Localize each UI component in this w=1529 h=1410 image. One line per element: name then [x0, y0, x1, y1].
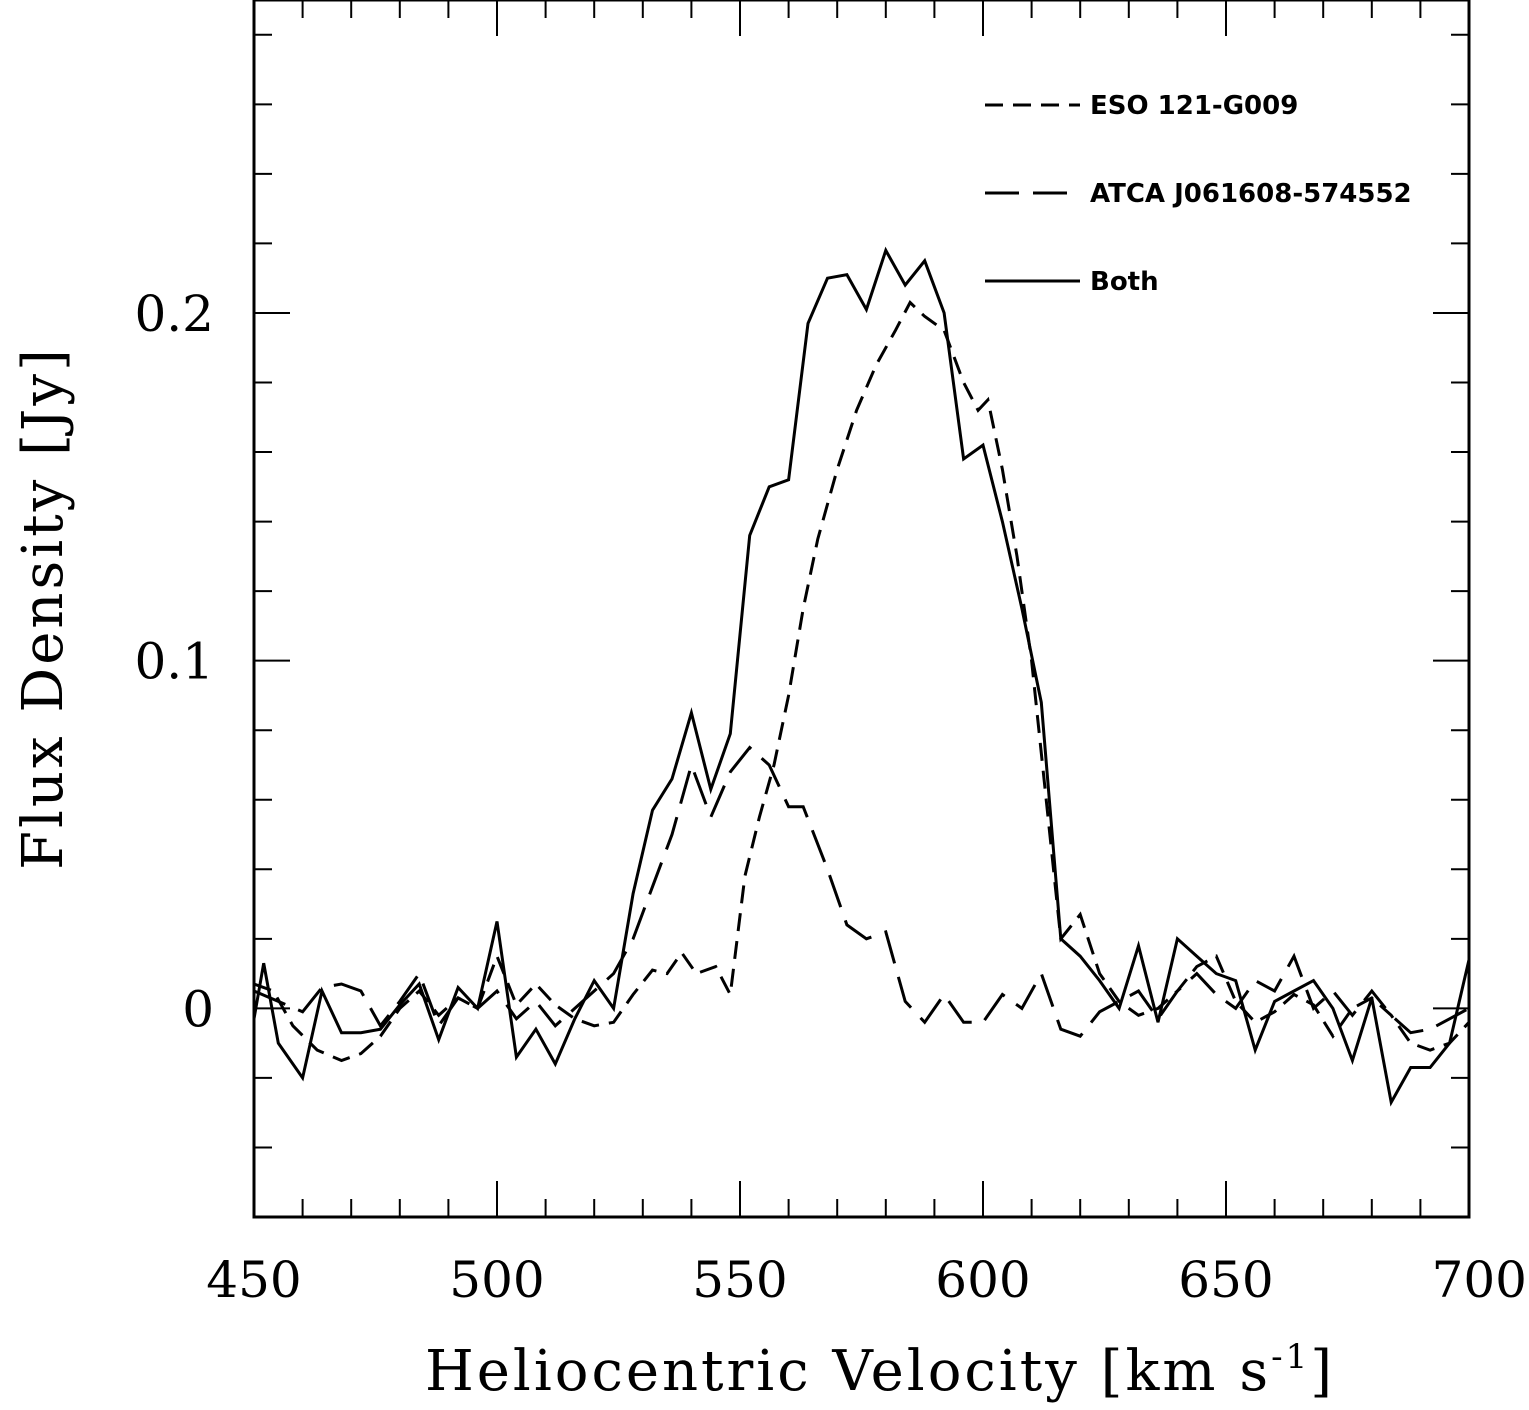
y-tick-labels: 0 0.1 0.2: [134, 285, 214, 1038]
x-axis-title-suffix: ]: [1310, 1339, 1335, 1404]
minor-ticks: [253, 0, 1470, 1218]
y-tick-label: 0: [182, 980, 214, 1038]
x-axis-title: Heliocentric Velocity [km s-1]: [425, 1337, 1335, 1404]
legend: ESO 121-G009 ATCA J061608-574552 Both: [985, 91, 1412, 297]
legend-label-atca: ATCA J061608-574552: [1090, 179, 1412, 209]
x-axis-title-main: Heliocentric Velocity [km s: [425, 1339, 1271, 1404]
plot-frame: [252, 0, 1471, 1219]
x-axis-title-superscript: -1: [1271, 1337, 1310, 1377]
y-tick-label: 0.2: [134, 285, 214, 343]
x-tick-label: 600: [935, 1251, 1030, 1309]
x-tick-label: 450: [206, 1251, 301, 1309]
series-lines: [252, 246, 1471, 1107]
x-tick-label: 650: [1178, 1251, 1273, 1309]
series-line-both: [252, 246, 1471, 1107]
x-tick-label: 550: [692, 1251, 787, 1309]
y-tick-label: 0.1: [134, 633, 214, 691]
x-tick-label: 500: [449, 1251, 544, 1309]
legend-label-both: Both: [1090, 267, 1159, 297]
x-tick-labels: 450 500 550 600 650 700: [206, 1251, 1527, 1309]
x-tick-label: 700: [1432, 1251, 1527, 1309]
series-line-atca: [253, 745, 1470, 1038]
series-line-eso: [253, 300, 1471, 1063]
legend-label-eso: ESO 121-G009: [1090, 91, 1298, 121]
y-axis-title: Flux Density [Jy]: [11, 346, 76, 870]
